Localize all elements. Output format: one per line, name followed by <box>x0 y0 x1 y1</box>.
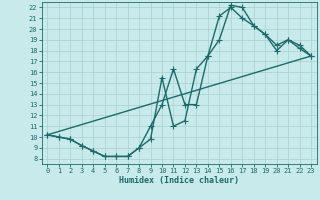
X-axis label: Humidex (Indice chaleur): Humidex (Indice chaleur) <box>119 176 239 185</box>
